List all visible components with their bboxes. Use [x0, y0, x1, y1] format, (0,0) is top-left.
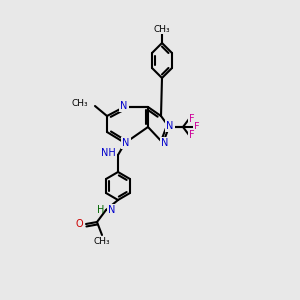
- Text: N: N: [122, 138, 130, 148]
- Text: CH₃: CH₃: [71, 100, 88, 109]
- Text: F: F: [189, 114, 195, 124]
- Text: F: F: [194, 122, 200, 132]
- Text: CH₃: CH₃: [154, 25, 170, 34]
- Text: CH₃: CH₃: [94, 236, 110, 245]
- Text: N: N: [166, 121, 174, 131]
- Text: O: O: [75, 219, 83, 229]
- Text: H: H: [97, 205, 104, 215]
- Text: N: N: [161, 138, 169, 148]
- Text: F: F: [189, 130, 195, 140]
- Text: N: N: [108, 205, 116, 215]
- Text: N: N: [120, 101, 128, 111]
- Text: NH: NH: [101, 148, 116, 158]
